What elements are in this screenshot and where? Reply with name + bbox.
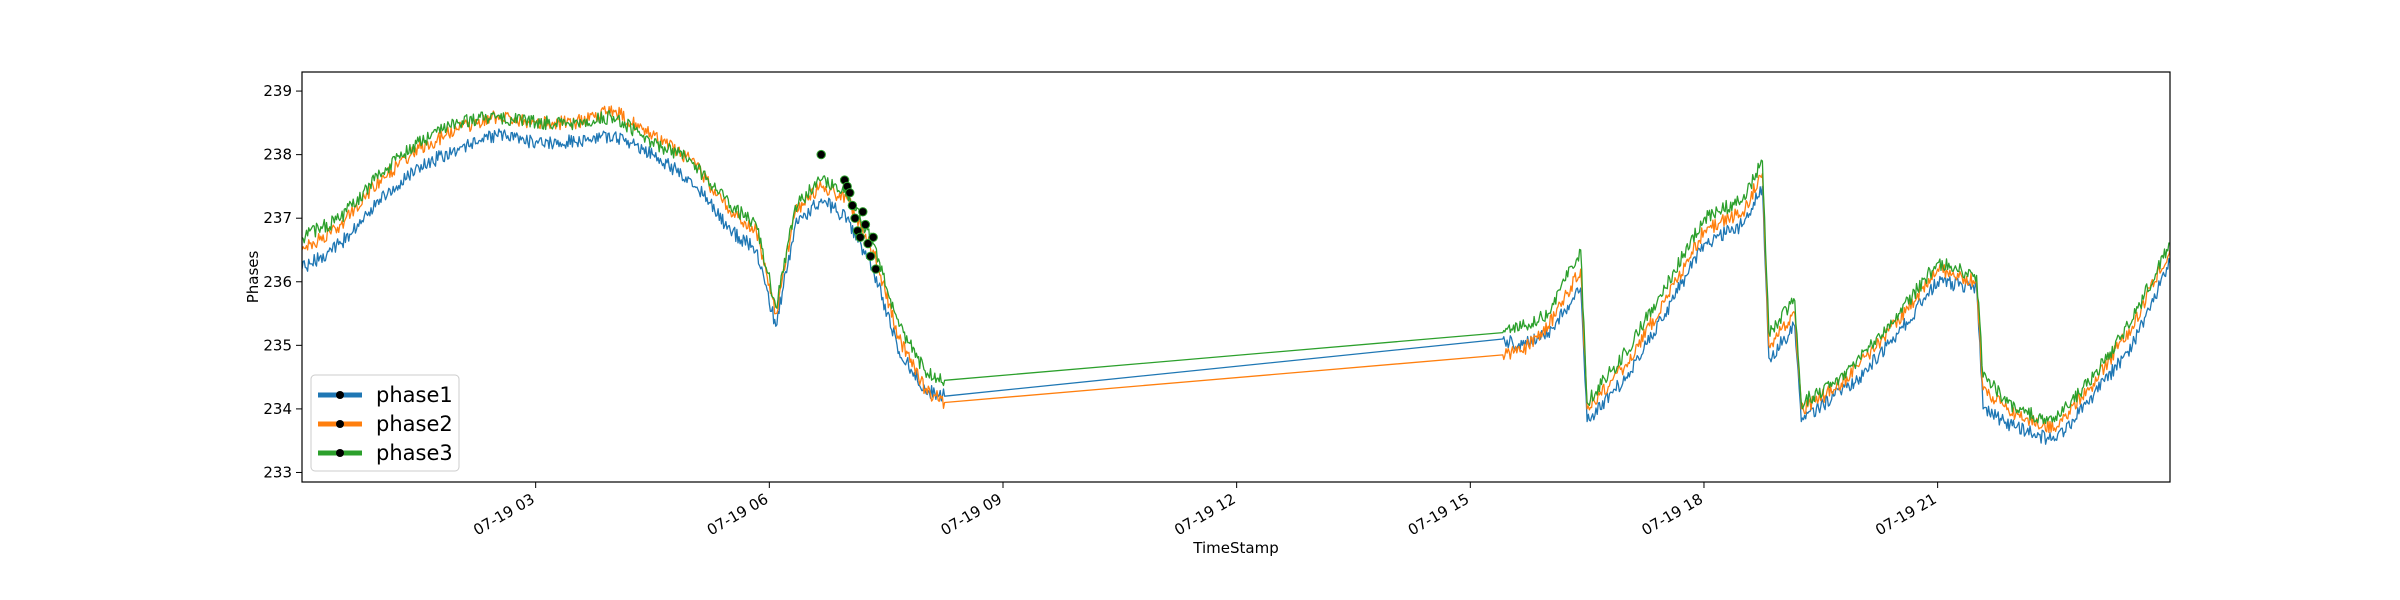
anomaly-marker <box>845 188 855 198</box>
plot-frame <box>301 71 2171 483</box>
y-tick-label: 234 <box>263 400 292 418</box>
legend-marker-phase2 <box>336 420 344 428</box>
marker-layer <box>816 149 881 274</box>
legend-marker-phase3 <box>336 449 344 457</box>
legend-entry-phase1: phase1 <box>318 383 453 407</box>
legend-entry-phase2: phase2 <box>318 412 453 436</box>
legend-label-phase1: phase1 <box>376 383 453 407</box>
legend: phase1 phase2 phase3 <box>310 374 460 472</box>
anomaly-marker <box>858 207 868 217</box>
anomaly-marker <box>868 232 878 243</box>
legend-marker-phase1 <box>336 391 344 399</box>
y-tick-label: 235 <box>263 336 292 354</box>
anomaly-marker <box>816 149 826 160</box>
y-tick-label: 238 <box>263 146 292 164</box>
anomaly-marker <box>855 232 865 243</box>
y-tick-label: 233 <box>263 463 292 481</box>
legend-frame <box>310 374 460 472</box>
legend-entry-phase3: phase3 <box>318 441 453 465</box>
anomaly-marker <box>850 213 860 223</box>
y-axis-label: Phases <box>244 251 262 304</box>
legend-label-phase2: phase2 <box>376 412 453 436</box>
anomaly-marker <box>860 219 871 230</box>
series-line-phase3 <box>302 109 2170 425</box>
anomaly-marker <box>863 238 873 249</box>
y-tick-label: 237 <box>263 209 292 227</box>
anomaly-marker <box>871 264 881 274</box>
y-tick-label: 239 <box>263 82 292 100</box>
legend-label-phase3: phase3 <box>376 441 453 465</box>
y-axis: 233 234 235 236 237 238 239 <box>263 82 302 481</box>
x-axis-label: TimeStamp <box>1192 539 1278 557</box>
anomaly-marker <box>865 251 876 261</box>
anomaly-marker <box>847 200 858 211</box>
y-tick-label: 236 <box>263 273 292 291</box>
series-layer <box>302 105 2170 445</box>
